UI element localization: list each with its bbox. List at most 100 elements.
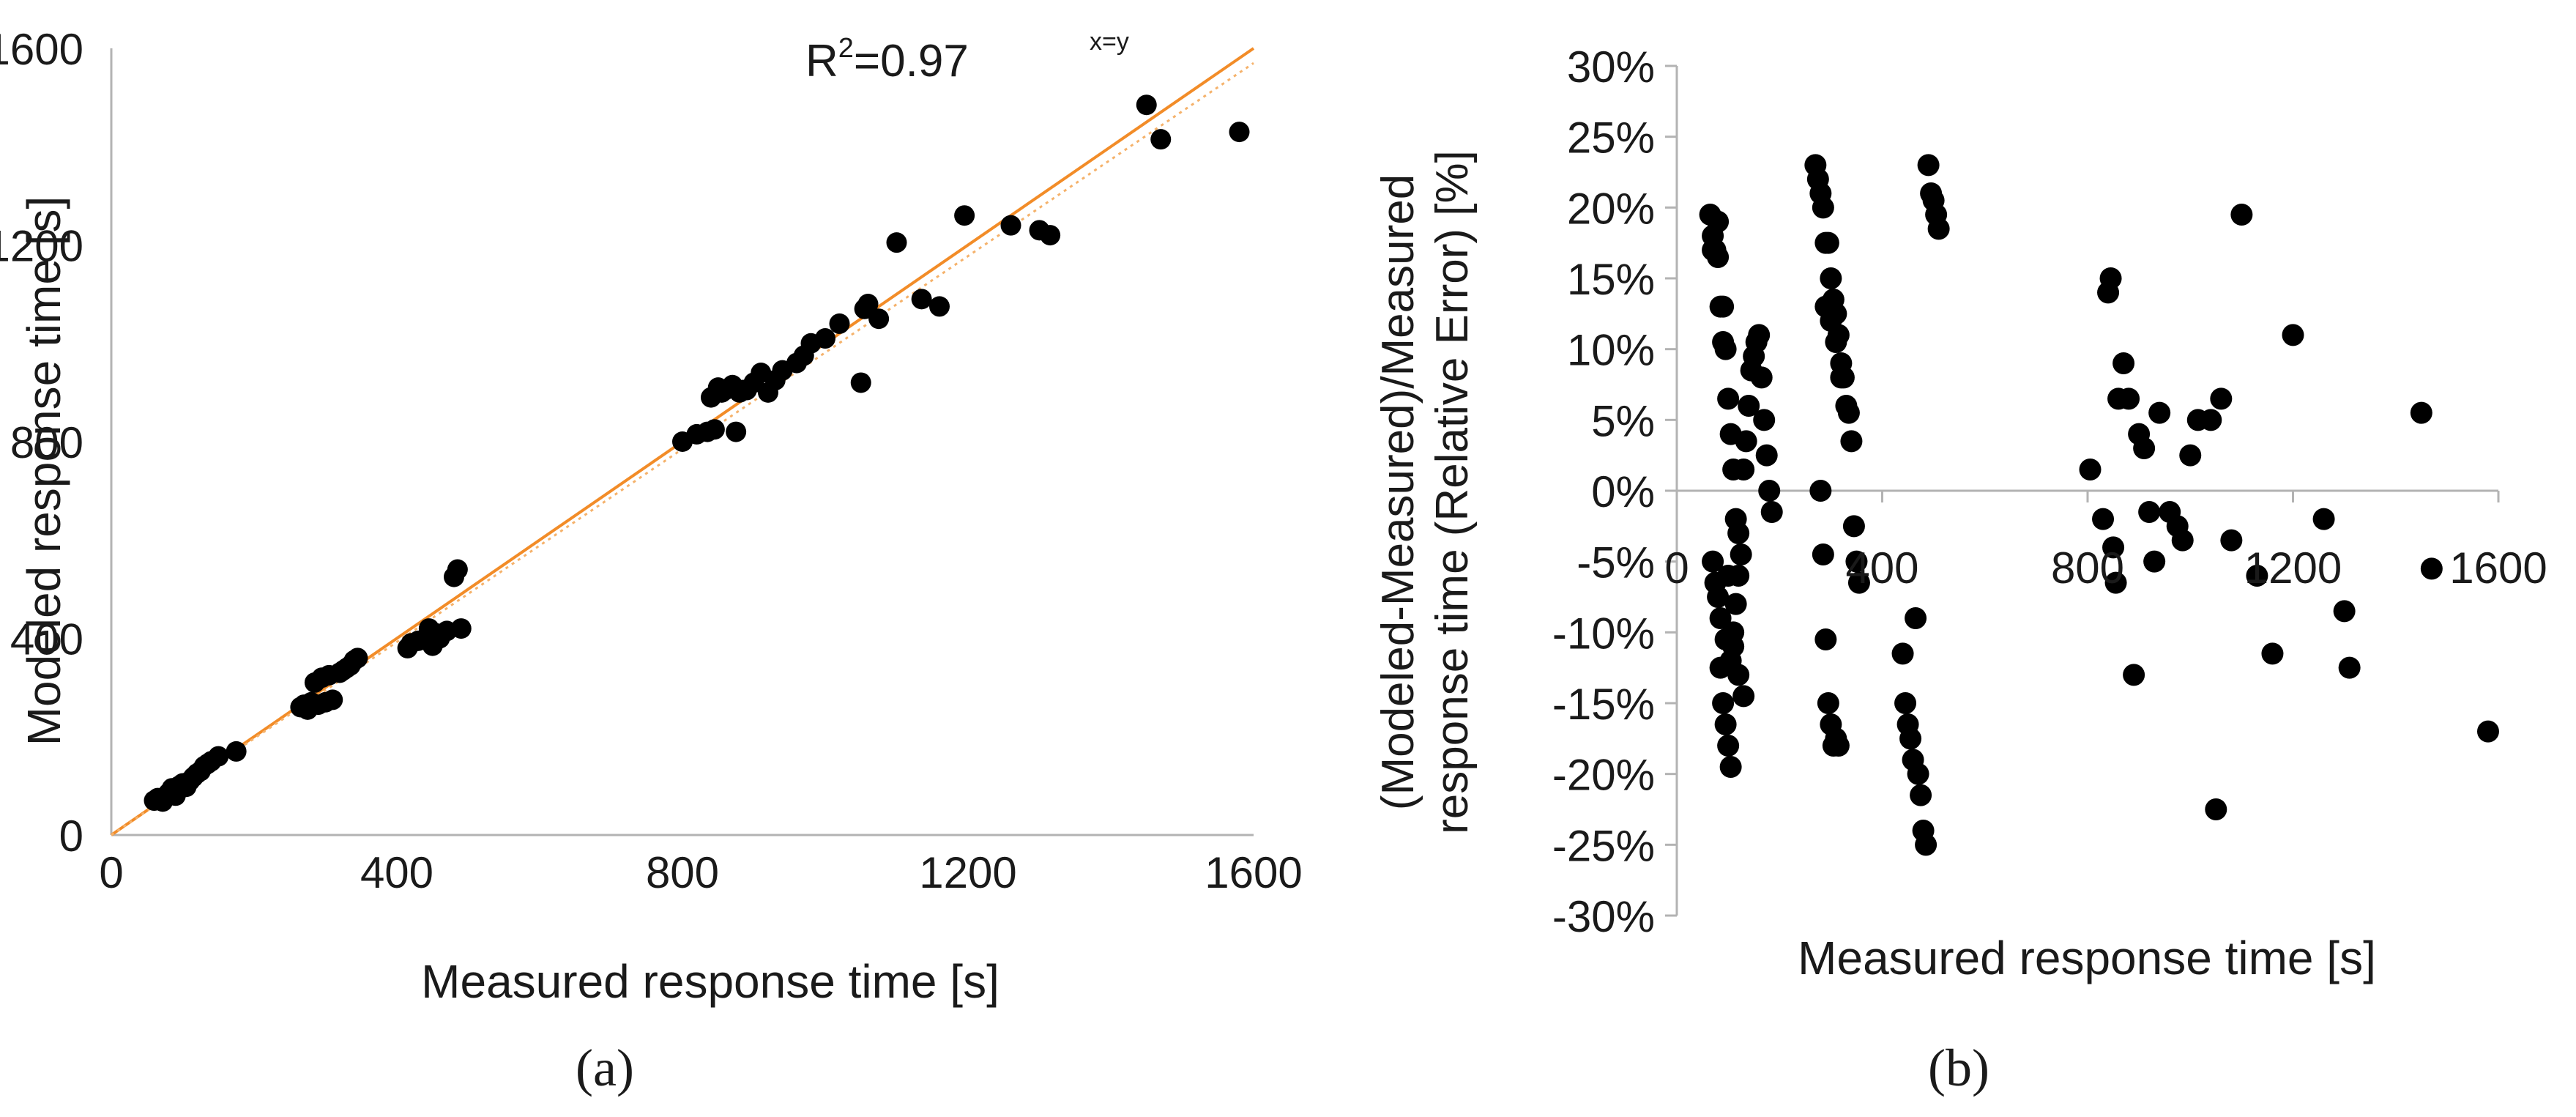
panel-a-point <box>815 328 835 349</box>
panel-b-point <box>2171 529 2194 552</box>
panel-b-point <box>1927 218 1950 240</box>
panel-b-point <box>1717 387 1740 410</box>
panel-b-point <box>1915 834 1937 856</box>
panel-b-point <box>2410 401 2432 424</box>
panel-a-point <box>704 419 725 440</box>
panel-a-point <box>1150 129 1172 150</box>
panel-b-point <box>1738 395 1760 417</box>
panel-b-point <box>1899 727 1922 750</box>
panel-b-point <box>1812 543 1834 565</box>
panel-b-point <box>1707 210 1730 233</box>
panel-b-point <box>1735 430 1757 453</box>
panel-b-point <box>2200 409 2222 431</box>
panel-b-y-tick-label: 20% <box>1567 184 1655 233</box>
panel-b-point <box>2476 720 2499 743</box>
panel-b-point <box>1719 650 1742 672</box>
panel-b-point <box>1825 331 1847 353</box>
panel-a-x-axis-label: Measured response time [s] <box>421 955 999 1008</box>
panel-b-point <box>1847 571 1870 594</box>
panel-a-axes <box>110 48 1254 836</box>
panel-b-point <box>1817 231 1839 254</box>
panel-a-x-tick-label: 1200 <box>919 848 1016 897</box>
panel-b-point <box>2123 664 2145 686</box>
panel-b-point <box>1732 459 1755 480</box>
panel-b-point <box>1712 295 1735 318</box>
panel-b-points <box>1699 154 2499 856</box>
panel-b-point <box>1845 550 1868 573</box>
panel-a-r2-annotation: R2=0.97 <box>805 33 969 86</box>
panel-b-point <box>2079 459 2102 480</box>
panel-b-point <box>1732 685 1755 708</box>
panel-b-point <box>2220 529 2243 552</box>
panel-b-point <box>1717 735 1740 757</box>
panel-b-point <box>1727 522 1750 544</box>
panel-b-point <box>1840 430 1863 453</box>
panel-a-x-tick-label: 0 <box>99 848 123 897</box>
panel-a-identity-label: x=y <box>1090 28 1129 56</box>
panel-a-y-tick-label: 1200 <box>0 222 83 271</box>
panel-b-point <box>1830 366 1853 389</box>
panel-b-point <box>2312 508 2335 530</box>
panel-b-point <box>1809 480 1832 502</box>
panel-b-y-tick-label: 15% <box>1567 255 1655 304</box>
panel-b-point <box>1748 324 1771 346</box>
panel-b-point <box>2133 437 2156 459</box>
panel-a-point <box>954 205 975 226</box>
panel-b-point <box>2143 550 2166 573</box>
panel-a-point <box>911 289 932 310</box>
panel-b-point <box>1760 501 1783 523</box>
panel-b-point <box>1724 593 1747 615</box>
panel-a-point <box>726 421 747 442</box>
panel-b-x-tick-label: 0 <box>1664 543 1689 593</box>
panel-b-point <box>1820 267 1842 289</box>
panel-b-point <box>1714 713 1737 735</box>
panel-b-point <box>2104 571 2127 594</box>
panel-b-point <box>1905 607 1927 629</box>
panel-a-point <box>850 372 871 393</box>
panel-b-point <box>2420 557 2443 580</box>
panel-b-point <box>2092 508 2115 530</box>
panel-b-x-axis-label: Measured response time [s] <box>1798 932 2376 984</box>
panel-b-tick-labels: 30% 25% 20% 15% 10% 5% 0% -5% -10% -15% -20% -25% -3… <box>1552 42 2547 941</box>
panel-b-point <box>1750 366 1773 389</box>
panel-b-point <box>2179 444 2202 467</box>
panel-b-x-tick-label: 800 <box>2051 543 2124 593</box>
panel-b-point <box>1755 444 1778 467</box>
panel-b-point <box>1812 196 1834 219</box>
panel-b-point <box>2282 324 2304 346</box>
panel-b-x-tick-label: 1200 <box>2244 543 2342 593</box>
panel-b-x-tick-label: 400 <box>1845 543 1918 593</box>
panel-b-point <box>1837 401 1860 424</box>
panel-a-point <box>868 308 890 330</box>
panel-b-y-tick-label: -10% <box>1552 609 1655 658</box>
panel-b-point <box>1709 607 1732 629</box>
panel-b-y-tick-label: 10% <box>1567 326 1655 375</box>
panel-a-tick-labels: 0 400 800 1200 1600 0 400 800 1200 1600 <box>0 25 1303 897</box>
panel-b-point <box>1730 543 1752 565</box>
panel-b-point <box>2210 387 2233 410</box>
panel-b-point <box>1814 628 1837 650</box>
panel-b-point <box>1827 735 1850 757</box>
panel-a-x-tick-label: 1600 <box>1205 848 1302 897</box>
panel-b-point <box>1717 565 1740 587</box>
panel-a-point <box>857 294 879 315</box>
panel-a-point <box>886 232 907 253</box>
panel-a-point <box>1040 225 1061 246</box>
panel-b-caption-label: (b) <box>1928 1039 1989 1097</box>
panel-b-point <box>1702 550 1724 573</box>
panel-b-point <box>2112 352 2135 374</box>
panel-b-y-tick-label: -15% <box>1552 680 1655 729</box>
panel-a-point <box>1136 94 1157 116</box>
panel-a-point <box>447 559 468 580</box>
panel-a-y-tick-label: 800 <box>10 418 83 467</box>
panel-b-y-tick-label: -20% <box>1552 751 1655 800</box>
panel-b-axes <box>1665 64 2500 917</box>
panel-b-y-tick-label: 5% <box>1591 396 1655 445</box>
panel-b-chart: Measured response time [s] (Modeled-Meas… <box>1373 42 2547 1097</box>
panel-a-chart: 0 400 800 1200 1600 0 400 800 1200 1600 R2=0.97 x… <box>0 25 1303 1097</box>
panel-b-point <box>1917 154 1940 177</box>
panel-b-y-tick-label: -30% <box>1552 892 1655 941</box>
panel-b-point <box>2230 204 2253 226</box>
panel-b-point <box>1714 338 1737 360</box>
